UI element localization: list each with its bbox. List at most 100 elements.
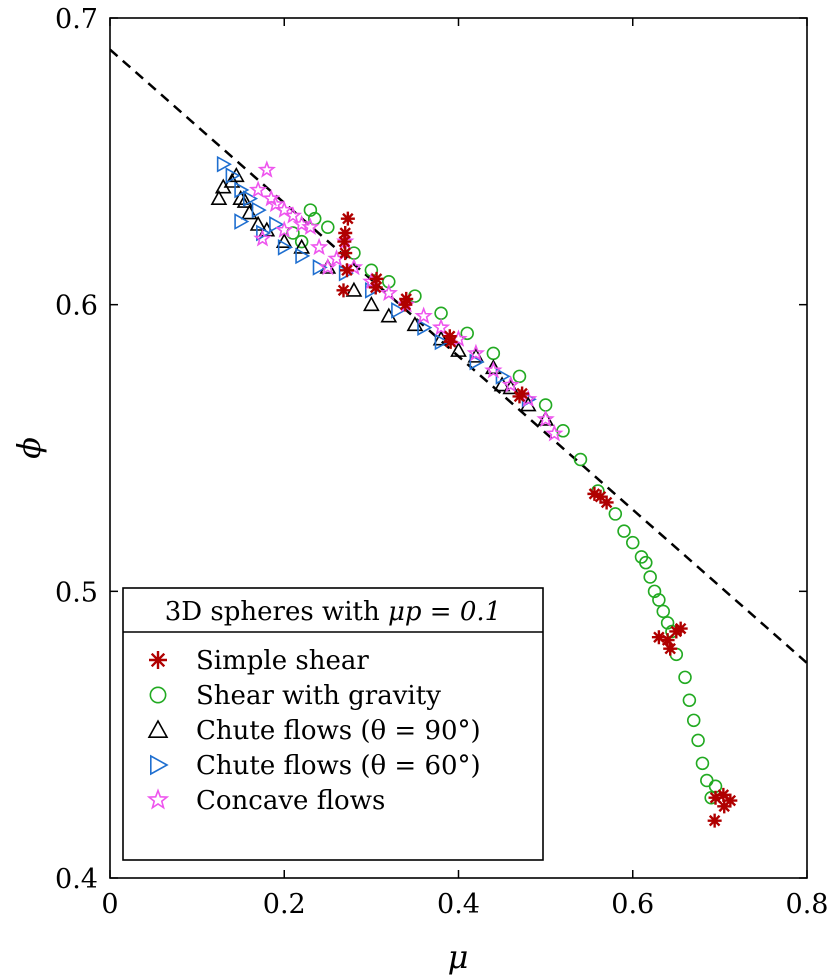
point-asterisk (515, 386, 530, 401)
point-asterisk (337, 234, 352, 249)
point-triangle-up (363, 296, 380, 312)
point-triangle-up (236, 192, 254, 208)
point-asterisk (587, 486, 602, 501)
y-tick-label: 0.4 (55, 864, 98, 895)
point-circle (647, 584, 662, 599)
plot-frame (109, 17, 808, 879)
point-triangle-right (234, 213, 250, 230)
point-star (536, 409, 555, 428)
point-circle (460, 326, 474, 341)
x-tick-label: 0.8 (786, 889, 829, 920)
point-asterisk (369, 271, 384, 286)
point-asterisk (443, 334, 458, 349)
point-star (309, 237, 329, 256)
y-tick-label: 0.7 (55, 4, 98, 35)
point-triangle-right (469, 353, 485, 371)
point-circle (639, 555, 653, 570)
point-star (379, 283, 398, 301)
legend-label: Chute flows (θ = 90°) (196, 716, 481, 746)
legend-label: Simple shear (196, 646, 369, 676)
point-star (318, 257, 337, 276)
point-triangle-right (234, 181, 250, 199)
legend-title-math: μp = 0.1 (388, 597, 501, 627)
point-triangle-right (391, 302, 407, 319)
point-star (275, 220, 294, 238)
point-asterisk (717, 799, 732, 814)
point-star (292, 214, 311, 233)
point-triangle-right (243, 190, 259, 207)
legend-title-prefix: 3D spheres with (165, 597, 388, 627)
y-axis-label: ϕ (10, 437, 48, 459)
point-asterisk (599, 495, 614, 510)
point-triangle-right (312, 259, 328, 276)
tick-labels: 0 0.2 0.4 0.6 0.8 0.4 0.5 0.6 0.7 (55, 4, 828, 920)
point-triangle-right (225, 167, 241, 185)
point-asterisk (593, 489, 608, 504)
point-asterisk (368, 280, 383, 295)
point-triangle-up (249, 215, 267, 231)
point-star (545, 424, 564, 442)
point-triangle-right (295, 247, 311, 265)
legend-label: Concave flows (196, 786, 385, 816)
point-circle (691, 733, 705, 748)
y-tick-label: 0.5 (55, 577, 98, 608)
point-star (431, 317, 451, 336)
point-star (484, 360, 503, 379)
point-asterisk (340, 211, 355, 226)
legend-marker-triangle-up (147, 719, 169, 738)
x-tick-label: 0 (101, 889, 118, 920)
point-circle (695, 756, 710, 771)
point-circle (660, 616, 675, 630)
legend-label: Chute flows (θ = 60°) (196, 751, 481, 781)
point-triangle-right (434, 333, 450, 351)
point-triangle-right (277, 238, 293, 256)
point-circle (294, 234, 309, 249)
legend: 3D spheres with μp = 0.1 Simple shear She… (122, 587, 544, 861)
point-circle (643, 570, 657, 584)
point-circle (682, 693, 697, 708)
point-asterisk (707, 813, 722, 828)
point-circle (573, 452, 588, 467)
x-tick-label: 0.4 (437, 889, 480, 920)
point-circle (652, 593, 666, 607)
legend-box (122, 587, 544, 861)
point-asterisk (663, 641, 678, 656)
point-triangle-up (450, 341, 467, 357)
point-star (501, 375, 520, 393)
x-tick-label: 0.6 (611, 889, 654, 920)
point-star (253, 229, 272, 247)
point-triangle-right (216, 155, 232, 173)
point-circle (678, 670, 692, 685)
point-triangle-right (251, 201, 267, 219)
point-asterisk (398, 297, 413, 312)
point-circle (608, 507, 623, 521)
point-asterisk (651, 630, 666, 645)
point-star (248, 180, 268, 198)
point-asterisk (339, 263, 354, 278)
point-star (466, 343, 486, 362)
legend-items: Simple shear Shear with gravity Chute flow… (146, 646, 481, 816)
point-asterisk (708, 790, 723, 805)
point-triangle-right (256, 224, 272, 242)
point-triangle-up (537, 410, 554, 426)
point-star (301, 217, 320, 236)
x-tick-label: 0.2 (263, 889, 306, 920)
point-asterisk (716, 787, 731, 802)
legend-marker-triangle-right (150, 754, 169, 776)
legend-label: Shear with gravity (196, 681, 441, 711)
data-points (210, 155, 738, 828)
point-circle (617, 524, 631, 538)
legend-marker-circle (149, 686, 167, 704)
point-triangle-up (210, 189, 228, 205)
legend-marker-star (146, 788, 170, 810)
point-star (414, 306, 433, 324)
point-triangle-up (432, 330, 450, 346)
point-circle (656, 604, 670, 619)
point-asterisk (338, 226, 353, 240)
point-circle (303, 203, 318, 217)
point-asterisk (723, 793, 738, 808)
point-asterisk (336, 283, 351, 298)
point-circle (321, 220, 335, 235)
point-star (257, 160, 276, 178)
